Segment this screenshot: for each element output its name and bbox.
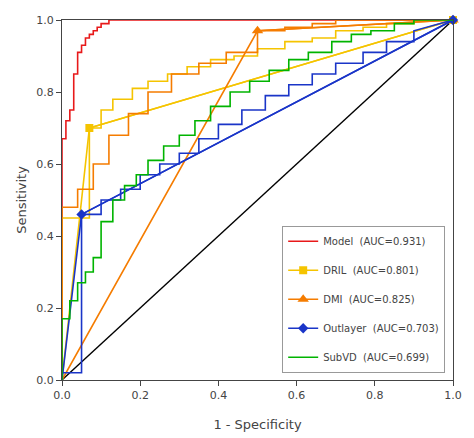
svg-text:0.6: 0.6 xyxy=(36,158,54,171)
svg-text:0.2: 0.2 xyxy=(131,389,149,402)
svg-text:DRIL (AUC=0.801): DRIL (AUC=0.801) xyxy=(323,265,419,276)
svg-text:0.0: 0.0 xyxy=(36,374,54,387)
svg-text:Sensitivity: Sensitivity xyxy=(14,166,29,234)
svg-text:Model (AUC=0.931): Model (AUC=0.931) xyxy=(323,236,425,247)
svg-text:0.4: 0.4 xyxy=(210,389,228,402)
svg-text:1.0: 1.0 xyxy=(36,14,54,27)
svg-text:Outlayer (AUC=0.703): Outlayer (AUC=0.703) xyxy=(323,323,439,334)
svg-text:0.8: 0.8 xyxy=(366,389,384,402)
svg-text:SubVD (AUC=0.699): SubVD (AUC=0.699) xyxy=(323,352,429,363)
svg-text:0.2: 0.2 xyxy=(36,302,54,315)
svg-text:0.6: 0.6 xyxy=(288,389,306,402)
svg-text:0.8: 0.8 xyxy=(36,86,54,99)
svg-text:0.0: 0.0 xyxy=(53,389,71,402)
svg-text:DMI (AUC=0.825): DMI (AUC=0.825) xyxy=(323,294,415,305)
svg-text:1 - Specificity: 1 - Specificity xyxy=(213,417,302,432)
svg-text:1.0: 1.0 xyxy=(444,389,462,402)
svg-text:0.4: 0.4 xyxy=(36,230,54,243)
